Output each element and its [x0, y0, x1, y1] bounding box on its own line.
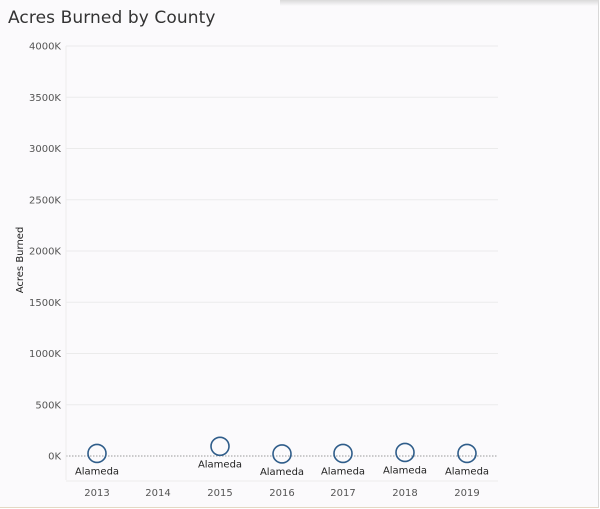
- y-tick-label: 3000K: [29, 144, 61, 155]
- y-tick-label: 0K: [48, 452, 61, 463]
- data-point[interactable]: [333, 443, 353, 464]
- x-tick-label: 2014: [145, 488, 170, 499]
- x-tick-label: 2019: [454, 488, 479, 499]
- x-tick-label: 2016: [269, 488, 294, 499]
- y-tick-label: 1000K: [29, 349, 61, 360]
- data-label: Alameda: [383, 465, 427, 476]
- x-tick-label: 2013: [84, 488, 109, 499]
- y-tick-label: 3500K: [29, 93, 61, 104]
- y-tick-label: 2000K: [29, 247, 61, 258]
- y-tick-label: 500K: [35, 400, 61, 411]
- x-tick-label: 2017: [330, 488, 355, 499]
- data-point[interactable]: [457, 443, 477, 464]
- data-label: Alameda: [198, 459, 242, 470]
- x-tick-label: 2018: [392, 488, 417, 499]
- data-point[interactable]: [87, 443, 107, 464]
- gridlines: [65, 45, 498, 482]
- data-label: Alameda: [260, 467, 304, 478]
- chart-title: Acres Burned by County: [8, 8, 216, 28]
- data-point[interactable]: [272, 444, 292, 464]
- data-label: Alameda: [445, 466, 489, 477]
- y-axis-ticks: 0K 500K 1000K 1500K 2000K 2500K 3000K 3500K 4000…: [29, 42, 61, 463]
- y-axis-title: Acres Burned: [15, 227, 26, 294]
- panel-shadow: [280, 0, 598, 6]
- data-label: Alameda: [321, 466, 365, 477]
- x-tick-label: 2015: [207, 488, 232, 499]
- data-point[interactable]: [395, 442, 415, 463]
- data-marks: Alameda Alameda Alameda Alameda Alameda Alame…: [75, 436, 489, 478]
- y-tick-label: 2500K: [29, 195, 61, 206]
- data-point[interactable]: [210, 436, 230, 457]
- data-label: Alameda: [75, 466, 119, 477]
- y-tick-label: 4000K: [29, 42, 61, 53]
- x-axis-ticks: 2013 2014 2015 2016 2017 2018 2019: [84, 488, 479, 499]
- y-tick-label: 1500K: [29, 298, 61, 309]
